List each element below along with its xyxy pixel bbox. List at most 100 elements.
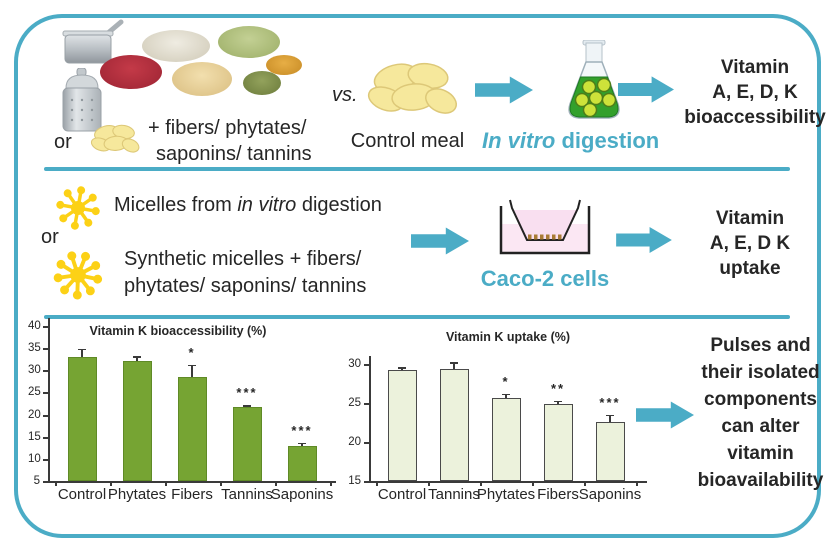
bar [543,403,573,481]
conclusion-line-5: vitamin [727,443,794,464]
y-tick [43,458,48,461]
bar [595,421,625,481]
caco2-cells-label: Caco-2 cells [480,266,610,291]
arrow-right-icon-2 [618,76,674,103]
chickpeas-image [172,62,232,96]
green-peas-image [218,26,280,58]
figure-border-frame [14,14,821,538]
arrow-right-icon-3 [411,227,469,255]
y-tick-label: 25 [348,397,361,409]
chart-vitamin-k-bioaccessibility: Vitamin K bioaccessibility (%) 5 10 15 20 25… [28,318,338,525]
y-tick [364,481,369,483]
x-tick [274,481,277,486]
x-tick [636,481,638,486]
error-bar-cap [502,393,510,396]
error-bar [191,364,193,378]
steamer-pot-icon [57,67,107,134]
x-axis-line [369,481,647,483]
micelle-icon-2 [39,237,116,313]
y-tick-label: 25 [28,386,41,399]
x-tick-label: Control [57,486,107,503]
potato-small-image [90,121,142,163]
conclusion-line-2: their isolated [701,362,820,383]
y-tick [43,436,48,439]
error-bar [81,348,83,358]
synthetic-line-1: Synthetic micelles + fibers/ [124,248,362,270]
red-kidney-beans-image [100,55,162,89]
x-tick [376,481,378,486]
conclusion-line-3: components [704,389,817,410]
y-tick-label: 40 [28,320,41,332]
x-tick [532,481,534,486]
error-bar [453,362,455,369]
conclusion-label: Pulses and their isolated components can… [688,332,833,494]
error-bar-cap [298,442,306,445]
arrow-right-icon-4 [616,227,672,253]
arrow-right-icon-1 [475,75,533,105]
y-tick [43,370,48,373]
y-tick-label: 15 [348,475,361,487]
significance-label: *** [291,422,313,438]
white-beans-image [142,30,210,62]
cooking-pot-icon [62,17,124,67]
error-bar-cap [398,367,406,369]
micelle-icon-1 [52,182,104,234]
or-label-middle: or [41,226,59,248]
additives-label: + fibers/ phytates/ saponins/ tannins [148,115,312,167]
section-divider-top [44,167,790,171]
x-tick-label: Tannins [221,486,273,503]
error-bar [401,367,403,371]
micelles-prefix: Micelles from [114,194,238,216]
y-tick-label: 5 [33,475,40,487]
chart-vitamin-k-uptake: Vitamin K uptake (%) 15 20 25 30 Control Tann… [338,320,650,525]
micelles-italic: in vitro [237,194,297,216]
uptake-line-2: A, E, D K [709,233,791,254]
x-tick-label: Fibers [537,486,579,503]
y-tick [364,442,369,444]
outcome-line-2: A, E, D, K [712,82,798,103]
error-bar [136,356,138,361]
significance-label: ** [550,380,566,396]
y-tick-label: 15 [28,430,41,443]
digestion-rest: digestion [555,128,660,153]
y-tick [43,392,48,395]
bioaccessibility-outcome-label: Vitamin A, E, D, K bioaccessibility [680,55,830,130]
transwell-caco2-icon [494,198,596,260]
x-tick-label: Tannins [428,486,480,503]
arrow-right-icon-5 [636,400,694,430]
error-bar-cap [450,362,458,364]
x-tick-label: Phytates [107,486,167,503]
chart-title-bioaccessibility: Vitamin K bioaccessibility (%) [89,324,267,338]
significance-label: * [188,344,196,360]
x-tick [329,481,332,486]
yellow-lentils-image [266,55,302,75]
significance-label: *** [599,394,621,410]
y-tick [43,326,48,328]
invitro-italic: In vitro [482,128,556,153]
control-meal-label: Control meal [350,130,465,152]
synthetic-line-2: phytates/ saponins/ tannins [124,275,367,297]
y-tick-label: 10 [28,452,41,465]
error-bar-cap [243,405,251,407]
x-axis-line [48,481,336,483]
error-bar-cap [188,364,196,367]
conclusion-line-1: Pulses and [710,335,811,356]
y-axis-line [369,356,371,483]
additives-line-1: + fibers/ phytates/ [148,117,307,139]
x-tick [164,481,167,486]
uptake-outcome-label: Vitamin A, E, D K uptake [695,206,805,281]
error-bar [505,393,507,398]
x-tick-label: Phytates [476,486,536,503]
outcome-line-3: bioaccessibility [684,107,826,128]
error-bar-cap [78,348,86,351]
y-tick [364,403,369,405]
uptake-line-1: Vitamin [715,208,785,229]
y-tick-label: 30 [28,364,41,377]
section-divider-bottom [44,315,790,319]
y-tick-label: 30 [348,358,361,370]
x-tick-label: Saponins [270,486,334,503]
x-tick [480,481,482,486]
chart-title-uptake: Vitamin K uptake (%) [445,330,571,344]
y-tick-label: 20 [348,436,361,448]
